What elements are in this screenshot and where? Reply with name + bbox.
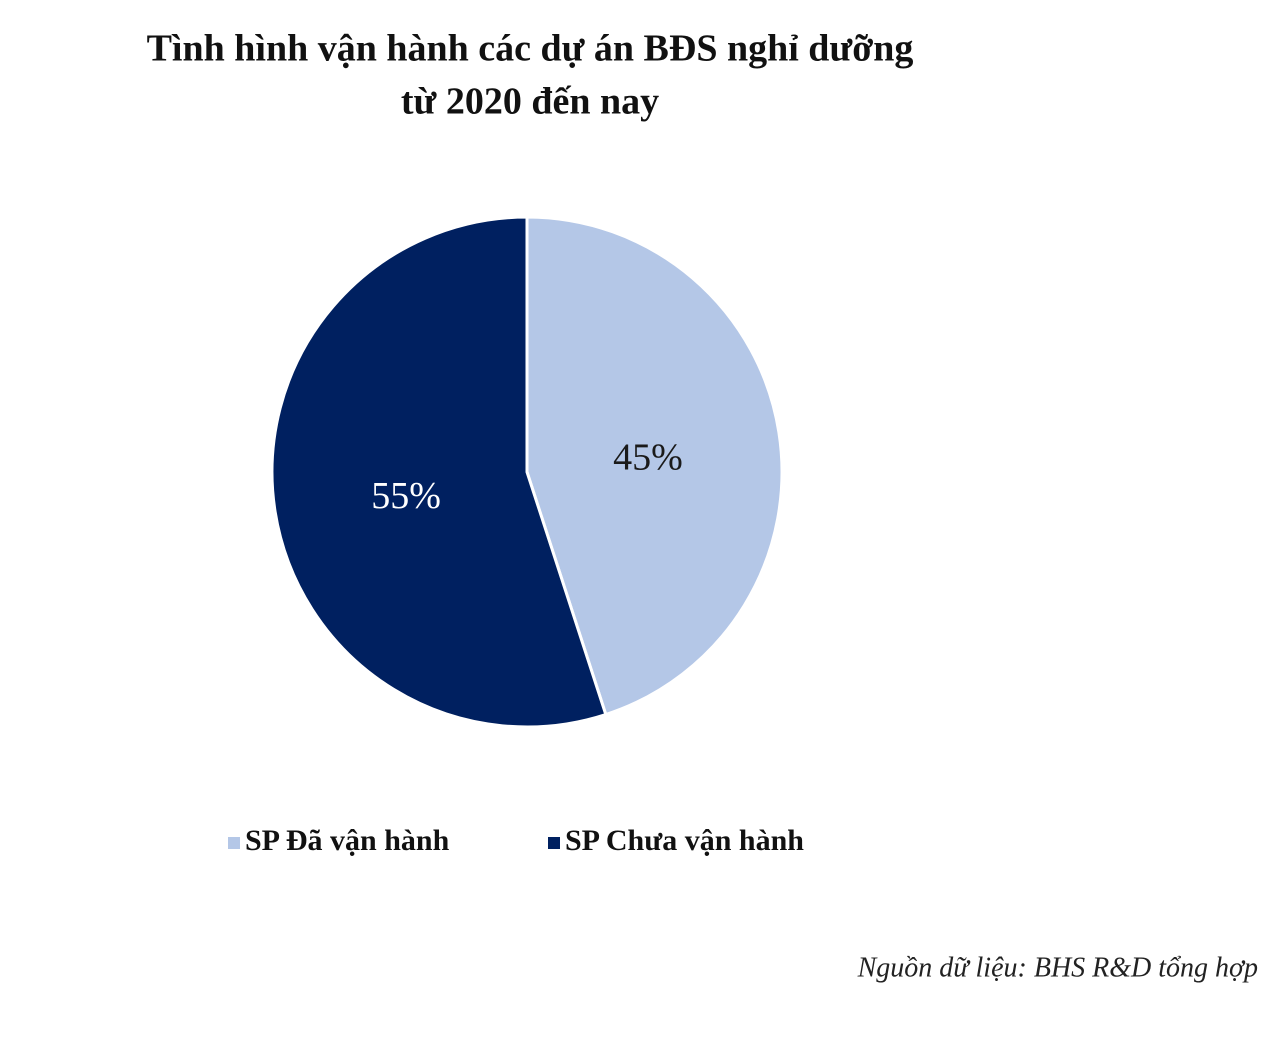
legend-swatch — [228, 837, 240, 849]
legend-label: SP Chưa vận hành — [565, 824, 804, 857]
pie-slice — [270, 215, 608, 729]
legend-label: SP Đã vận hành — [245, 824, 450, 857]
chart-title: Tình hình vận hành các dự án BĐS nghỉ dư… — [147, 28, 914, 70]
chart-title: từ 2020 đến nay — [401, 81, 659, 123]
source-note: Nguồn dữ liệu: BHS R&D tổng hợp — [857, 952, 1258, 983]
data-label: 45% — [613, 437, 683, 479]
pie-slice — [525, 215, 784, 717]
legend-swatch — [548, 837, 560, 849]
data-label: 55% — [371, 475, 441, 517]
